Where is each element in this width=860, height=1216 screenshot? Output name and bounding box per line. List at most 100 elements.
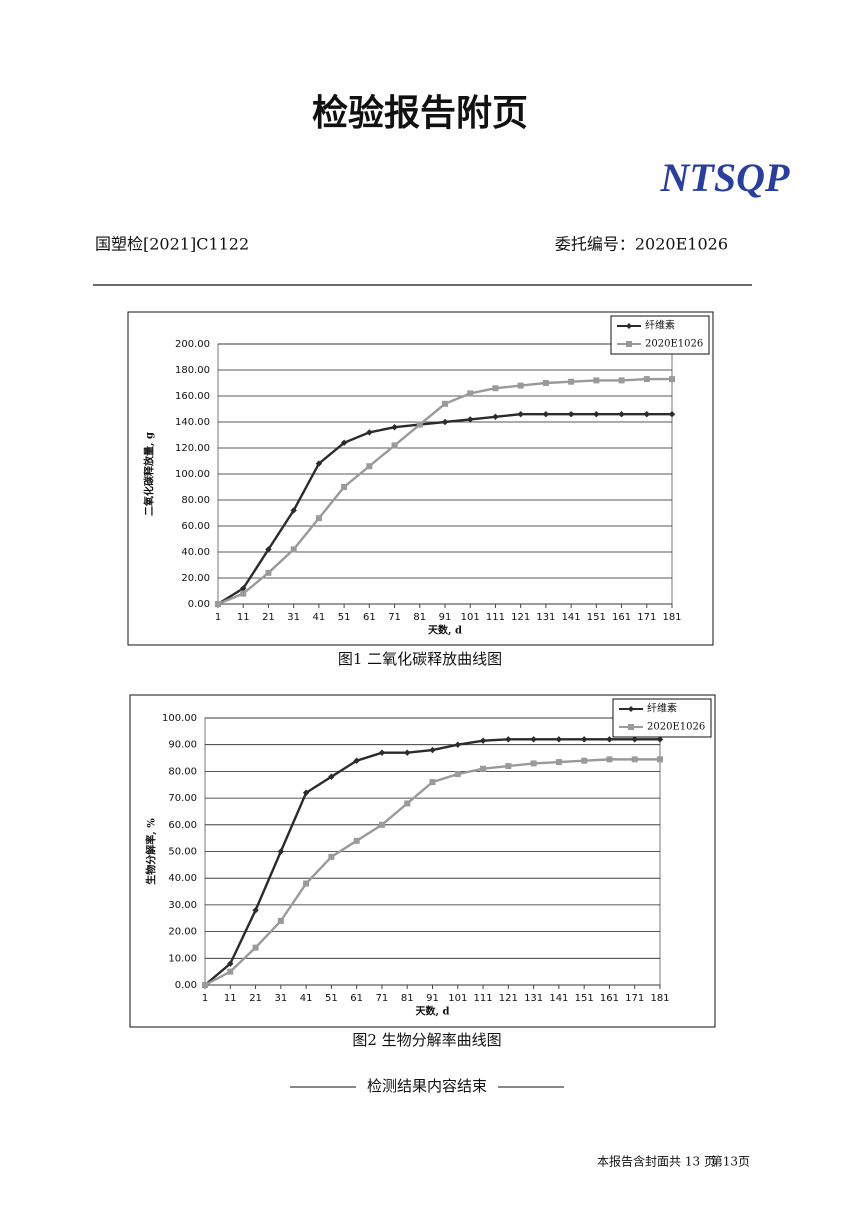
point-marker [391, 424, 398, 431]
y-tick-label: 10.00 [168, 953, 197, 964]
point-marker [353, 757, 360, 764]
point-marker [505, 763, 512, 770]
y-tick-label: 20.00 [181, 573, 210, 584]
x-tick-label: 141 [562, 612, 581, 623]
x-tick-label: 101 [461, 612, 480, 623]
x-tick-label: 111 [474, 993, 493, 1004]
x-tick-label: 51 [325, 993, 338, 1004]
point-marker [581, 757, 588, 764]
point-marker [505, 736, 512, 743]
point-marker [378, 749, 386, 756]
point-marker [391, 442, 398, 449]
point-marker [404, 749, 411, 756]
point-marker [492, 385, 499, 392]
point-marker [530, 736, 537, 743]
point-marker [429, 746, 436, 754]
y-tick-label: 100.00 [175, 469, 210, 480]
logo: NTSQP [660, 155, 790, 200]
x-tick-label: 61 [350, 993, 363, 1004]
y-tick-label: 70.00 [168, 793, 197, 804]
point-marker [567, 411, 575, 418]
y-tick-label: 40.00 [181, 547, 210, 558]
point-marker [530, 760, 537, 767]
point-marker [467, 390, 474, 397]
point-marker [215, 601, 221, 607]
point-marker [416, 421, 423, 428]
x-tick-label: 131 [536, 612, 555, 623]
x-axis-title: 天数, d [428, 624, 462, 637]
point-marker [202, 982, 208, 988]
x-tick-label: 101 [448, 993, 467, 1004]
legend-label: 2020E1026 [645, 339, 703, 350]
point-marker [302, 789, 310, 796]
point-marker [555, 759, 562, 766]
point-marker [442, 400, 448, 407]
x-tick-label: 111 [486, 612, 505, 623]
x-tick-label: 41 [313, 612, 326, 623]
x-tick-label: 61 [363, 612, 376, 623]
y-tick-label: 50.00 [168, 847, 197, 858]
x-tick-label: 91 [426, 993, 439, 1004]
point-marker [593, 411, 600, 418]
y-tick-label: 180.00 [175, 365, 210, 376]
y-tick-label: 60.00 [181, 521, 210, 532]
commission-number: 委托编号：2020E1026 [555, 235, 728, 254]
point-marker [479, 737, 487, 744]
y-tick-label: 90.00 [168, 740, 197, 751]
point-marker [404, 800, 411, 807]
x-tick-label: 31 [287, 612, 300, 623]
x-tick-label: 11 [224, 993, 237, 1004]
x-tick-label: 31 [274, 993, 287, 1004]
point-marker [555, 736, 563, 743]
legend-marker [626, 341, 632, 347]
x-tick-label: 181 [650, 993, 669, 1004]
point-marker [542, 411, 550, 418]
x-tick-label: 21 [249, 993, 262, 1004]
point-marker [378, 821, 385, 828]
point-marker [454, 741, 461, 748]
x-tick-label: 91 [439, 612, 452, 623]
legend-box [610, 315, 710, 355]
legend-label: 纤维素 [647, 702, 677, 715]
x-tick-label: 171 [637, 612, 656, 623]
point-marker [542, 380, 549, 386]
point-marker [303, 880, 310, 887]
x-tick-label: 151 [575, 993, 594, 1004]
point-marker [492, 413, 499, 420]
x-tick-label: 161 [612, 612, 631, 623]
point-marker [265, 546, 272, 553]
figure-caption: 图2 生物分解率曲线图 [352, 1031, 501, 1049]
x-tick-label: 1 [215, 612, 221, 623]
x-tick-label: 181 [662, 612, 681, 623]
point-marker [353, 837, 360, 844]
x-tick-label: 41 [300, 993, 313, 1004]
point-marker [618, 377, 625, 384]
point-marker [240, 585, 247, 592]
x-tick-label: 51 [338, 612, 351, 623]
point-marker [340, 439, 348, 446]
y-tick-label: 120.00 [175, 443, 210, 454]
y-tick-label: 0.00 [188, 599, 210, 610]
y-tick-label: 80.00 [168, 766, 197, 777]
point-marker [341, 484, 348, 490]
point-marker [315, 515, 322, 522]
point-marker [277, 848, 285, 855]
point-marker [315, 460, 323, 467]
point-marker [631, 756, 638, 763]
point-marker [517, 382, 524, 389]
point-marker [606, 756, 613, 763]
point-marker [366, 429, 373, 436]
x-tick-label: 171 [625, 993, 644, 1004]
point-marker [454, 771, 461, 778]
x-tick-label: 71 [376, 993, 389, 1004]
x-axis-title: 天数, d [416, 1005, 450, 1018]
point-marker [240, 590, 247, 597]
x-tick-label: 121 [511, 612, 530, 623]
point-marker [643, 411, 650, 418]
point-marker [568, 378, 575, 385]
point-marker [631, 736, 638, 743]
y-tick-label: 40.00 [168, 873, 197, 884]
point-marker [580, 736, 588, 743]
point-marker [328, 773, 335, 780]
